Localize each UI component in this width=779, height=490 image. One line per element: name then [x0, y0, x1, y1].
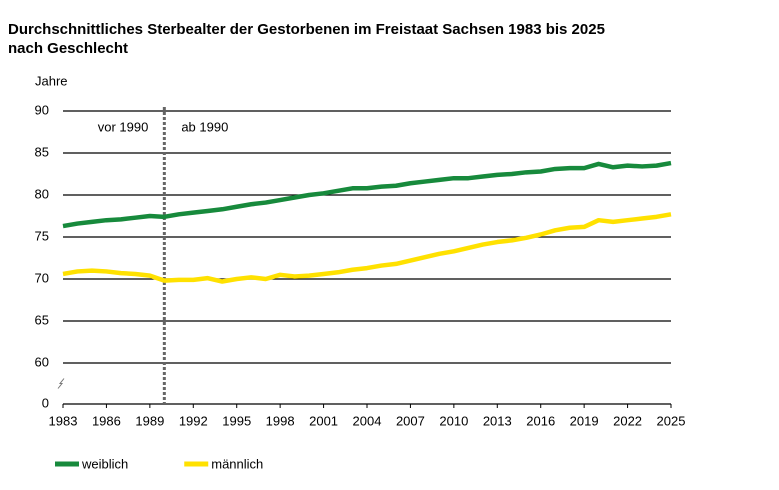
y-tick-label: 0 [42, 395, 49, 410]
chart-title: Durchschnittliches Sterbealter der Gesto… [8, 21, 605, 38]
y-tick-label: 85 [35, 144, 49, 159]
series-line [62, 212, 672, 284]
y-tick-label: 90 [35, 102, 49, 117]
x-tick-label: 2019 [570, 413, 599, 428]
x-tick-label: 1995 [222, 413, 251, 428]
x-tick-label: 2001 [309, 413, 338, 428]
x-tick-label: 2022 [613, 413, 642, 428]
y-tick-label: 60 [35, 354, 49, 369]
chart-subtitle: nach Geschlecht [8, 40, 128, 57]
x-tick-label: 1986 [92, 413, 121, 428]
x-tick-label: 1998 [266, 413, 295, 428]
legend-label: weiblich [81, 456, 128, 471]
x-tick-label: 2007 [396, 413, 425, 428]
x-tick-label: 2016 [526, 413, 555, 428]
x-tick-label: 2010 [439, 413, 468, 428]
annotation: vor 1990 [98, 119, 149, 134]
x-tick-label: 1992 [179, 413, 208, 428]
y-tick-label: 65 [35, 312, 49, 327]
y-tick-label: 80 [35, 186, 49, 201]
annotation: ab 1990 [181, 119, 228, 134]
axis-break-mark [57, 378, 65, 389]
x-tick-label: 1983 [49, 413, 78, 428]
x-tick-label: 2004 [353, 413, 382, 428]
y-axis-label: Jahre [35, 73, 68, 88]
y-tick-label: 70 [35, 270, 49, 285]
x-tick-label: 1989 [135, 413, 164, 428]
x-tick-label: 2025 [657, 413, 686, 428]
legend-label: männlich [211, 456, 263, 471]
x-tick-label: 2013 [483, 413, 512, 428]
series-line [62, 160, 672, 229]
y-tick-label: 75 [35, 228, 49, 243]
